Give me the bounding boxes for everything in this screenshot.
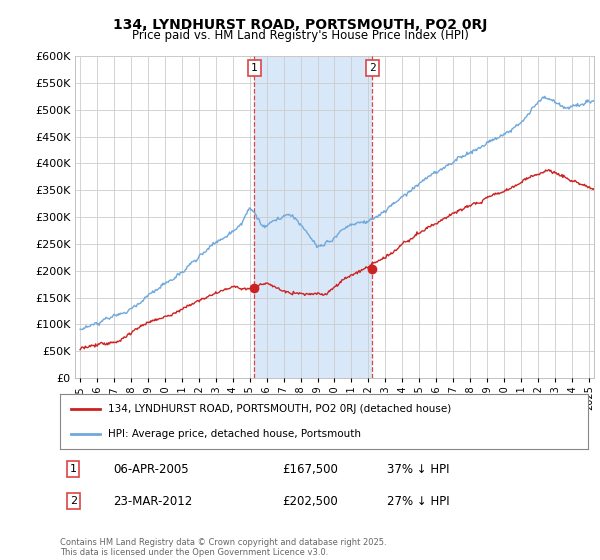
Bar	[254, 56, 372, 378]
Text: Price paid vs. HM Land Registry's House Price Index (HPI): Price paid vs. HM Land Registry's House …	[131, 29, 469, 42]
Text: 23-MAR-2012: 23-MAR-2012	[113, 494, 192, 508]
Text: £202,500: £202,500	[282, 494, 338, 508]
Text: 1: 1	[70, 464, 77, 474]
Text: 2: 2	[369, 63, 376, 73]
Text: 2: 2	[70, 496, 77, 506]
Text: HPI: Average price, detached house, Portsmouth: HPI: Average price, detached house, Port…	[107, 430, 361, 439]
Text: 134, LYNDHURST ROAD, PORTSMOUTH, PO2 0RJ: 134, LYNDHURST ROAD, PORTSMOUTH, PO2 0RJ	[113, 18, 487, 32]
Text: 27% ↓ HPI: 27% ↓ HPI	[388, 494, 450, 508]
Text: 06-APR-2005: 06-APR-2005	[113, 463, 188, 475]
Text: 1: 1	[251, 63, 257, 73]
Text: Contains HM Land Registry data © Crown copyright and database right 2025.
This d: Contains HM Land Registry data © Crown c…	[60, 538, 386, 557]
Text: £167,500: £167,500	[282, 463, 338, 475]
Text: 37% ↓ HPI: 37% ↓ HPI	[388, 463, 450, 475]
Text: 134, LYNDHURST ROAD, PORTSMOUTH, PO2 0RJ (detached house): 134, LYNDHURST ROAD, PORTSMOUTH, PO2 0RJ…	[107, 404, 451, 414]
